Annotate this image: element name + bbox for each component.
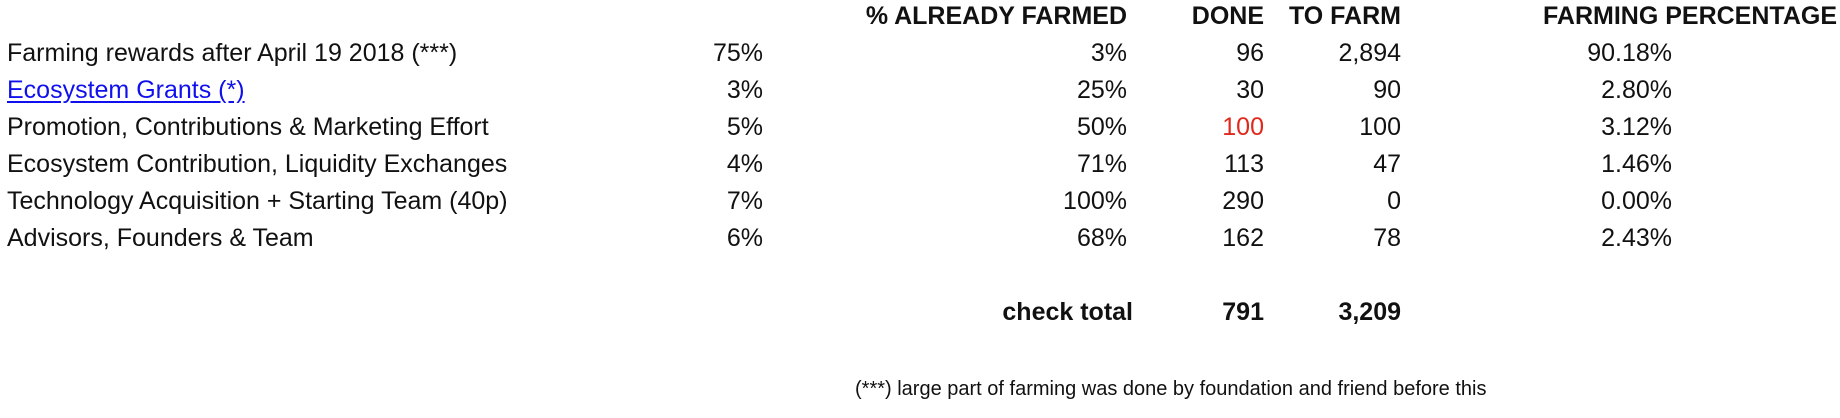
row-6-pct[interactable]: 6%: [726, 224, 763, 252]
row-6-farming-pct[interactable]: 2.43%: [1601, 224, 1672, 252]
row-3-farming-pct[interactable]: 3.12%: [1601, 113, 1672, 141]
row-5-done[interactable]: 290: [1222, 187, 1264, 215]
row-1-label[interactable]: Farming rewards after April 19 2018 (***…: [7, 39, 458, 67]
row-1-done[interactable]: 96: [1236, 39, 1264, 67]
row-2-done[interactable]: 30: [1236, 76, 1264, 104]
check-total-label[interactable]: check total: [1002, 298, 1133, 326]
check-total-to-farm[interactable]: 3,209: [1338, 298, 1401, 326]
footnote[interactable]: (***) large part of farming was done by …: [855, 378, 1487, 400]
row-4-already-farmed[interactable]: 71%: [1076, 150, 1127, 178]
row-1-already-farmed[interactable]: 3%: [1090, 39, 1127, 67]
row-2-pct[interactable]: 3%: [726, 76, 763, 104]
header-farming-percentage[interactable]: FARMING PERCENTAGE: [1543, 2, 1837, 30]
row-4-pct[interactable]: 4%: [726, 150, 763, 178]
row-6-label[interactable]: Advisors, Founders & Team: [7, 224, 314, 252]
row-3-pct[interactable]: 5%: [726, 113, 763, 141]
row-4-to-farm[interactable]: 47: [1373, 150, 1401, 178]
row-2-already-farmed[interactable]: 25%: [1076, 76, 1127, 104]
row-5-pct[interactable]: 7%: [726, 187, 763, 215]
row-4-farming-pct[interactable]: 1.46%: [1601, 150, 1672, 178]
row-1-to-farm[interactable]: 2,894: [1338, 39, 1401, 67]
header-to-farm[interactable]: TO FARM: [1288, 2, 1401, 30]
check-total-done[interactable]: 791: [1222, 298, 1264, 326]
row-5-already-farmed[interactable]: 100%: [1063, 187, 1127, 215]
row-1-pct[interactable]: 75%: [712, 39, 763, 67]
row-5-farming-pct[interactable]: 0.00%: [1601, 187, 1672, 215]
row-2-label[interactable]: Ecosystem Grants (*): [7, 74, 667, 106]
row-3-already-farmed[interactable]: 50%: [1076, 113, 1127, 141]
row-4-done[interactable]: 113: [1224, 150, 1264, 178]
row-3-label[interactable]: Promotion, Contributions & Marketing Eff…: [7, 113, 489, 141]
header-already-farmed[interactable]: % ALREADY FARMED: [865, 2, 1127, 30]
row-2-to-farm[interactable]: 90: [1373, 76, 1401, 104]
row-5-to-farm[interactable]: 0: [1387, 187, 1401, 215]
row-4-label[interactable]: Ecosystem Contribution, Liquidity Exchan…: [7, 150, 508, 178]
row-3-to-farm[interactable]: 100: [1359, 113, 1401, 141]
ecosystem-grants-link[interactable]: Ecosystem Grants (*): [7, 76, 245, 104]
row-5-label[interactable]: Technology Acquisition + Starting Team (…: [7, 187, 508, 215]
row-6-already-farmed[interactable]: 68%: [1076, 224, 1127, 252]
row-1-farming-pct[interactable]: 90.18%: [1587, 39, 1672, 67]
row-6-to-farm[interactable]: 78: [1373, 224, 1401, 252]
row-3-done[interactable]: 100: [1222, 113, 1264, 141]
row-2-farming-pct[interactable]: 2.80%: [1601, 76, 1672, 104]
header-done[interactable]: DONE: [1191, 2, 1264, 30]
row-6-done[interactable]: 162: [1222, 224, 1264, 252]
